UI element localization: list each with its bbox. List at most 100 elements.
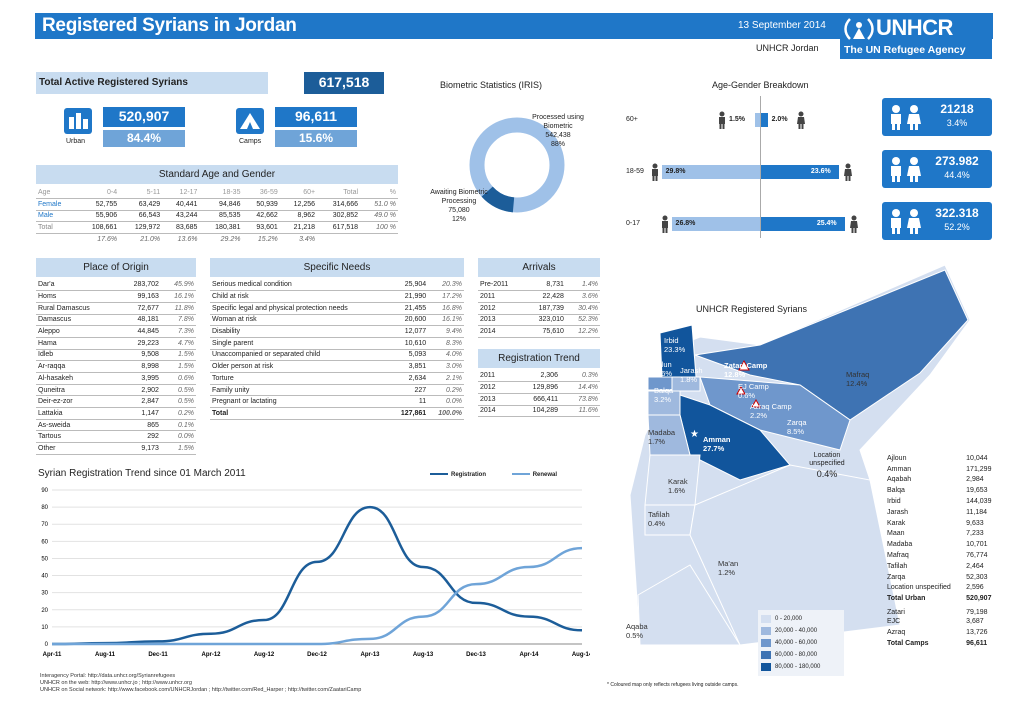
map-label-name: Zatari Camp xyxy=(724,361,768,370)
footer-social[interactable]: UNHCR on Social network: http://www.face… xyxy=(40,687,362,693)
table-row: Male 55,906 66,543 43,244 85,535 42,662 8,962 3… xyxy=(36,210,398,222)
map-label: Mafraq 12.4% xyxy=(846,370,869,388)
table-cell: 16.1% xyxy=(442,316,462,324)
legend-item: 20,000 - 40,000 xyxy=(761,625,841,637)
table-cell: 11,184 xyxy=(966,508,988,516)
footer-links: Interagency Portal: http://data.unhcr.or… xyxy=(40,673,361,694)
urban-label: Urban xyxy=(66,138,86,145)
table-cell: 227 xyxy=(414,386,427,394)
tent-icon xyxy=(236,108,264,134)
table-cell: 13,726 xyxy=(966,628,988,636)
table-cell: 2014 xyxy=(480,328,496,336)
y-tick-label: 40 xyxy=(41,574,48,580)
age-group-total-pct: 3.4% xyxy=(946,118,968,128)
unhcr-logo: UNHCR The UN Refugee Agency xyxy=(840,15,992,59)
female-pct: 2.0% xyxy=(771,116,788,123)
table-cell: 2012 xyxy=(480,304,496,312)
table-cell: 60+ xyxy=(303,189,316,196)
table-cell: 617,518 xyxy=(332,223,359,231)
table-cell: 2012 xyxy=(480,384,496,392)
male-pct: 1.5% xyxy=(729,116,746,123)
footer-web[interactable]: UNHCR on the web: http://www.unhcr.jo ; … xyxy=(40,680,192,686)
table-cell: 9,173 xyxy=(141,444,159,452)
female-pct: 23.6% xyxy=(810,168,831,175)
table-cell: Jarash xyxy=(887,508,909,516)
table-cell: EJC xyxy=(887,618,901,626)
table-cell: 1.5% xyxy=(178,444,194,452)
table-cell: Single parent xyxy=(212,339,254,347)
female-person-icon xyxy=(843,163,853,186)
male-bar xyxy=(755,113,760,127)
table-row: Al-hasakeh 3,995 0.6% xyxy=(36,373,196,385)
table-cell: 12-17 xyxy=(179,189,198,196)
origin-table: Dar'a 283,702 45.9% Homs 99,163 16.1% Rural Da… xyxy=(36,279,196,455)
legend-item: 40,000 - 60,000 xyxy=(761,637,841,649)
y-tick-label: 30 xyxy=(41,591,48,597)
table-cell: Irbid xyxy=(887,498,901,506)
footer-portal[interactable]: Interagency Portal: http://data.unhcr.or… xyxy=(40,673,176,679)
children-icon xyxy=(891,209,921,234)
table-cell: 14.4% xyxy=(578,384,598,392)
table-cell: Mafraq xyxy=(887,552,909,560)
table-header-row: Age 0-4 5-11 12-17 18-35 36-59 60+ Total% xyxy=(36,187,398,199)
table-row: Dar'a 283,702 45.9% xyxy=(36,279,196,291)
table-cell: 55,906 xyxy=(95,212,118,220)
needs-title: Specific Needs xyxy=(210,258,464,277)
table-row: Tartous 292 0.0% xyxy=(36,431,196,443)
table-cell: 1.5% xyxy=(178,363,194,371)
table-cell: 96,611 xyxy=(966,639,988,647)
table-cell: % xyxy=(389,189,396,196)
table-row: 2011 22,428 3.6% xyxy=(478,291,600,303)
x-tick-label: Apr-13 xyxy=(360,652,380,658)
table-cell: Deir-ez-zor xyxy=(38,398,73,406)
table-cell: 85,535 xyxy=(219,212,241,220)
table-row: Tafilah 2,464 xyxy=(886,561,998,572)
page-title: Registered Syrians in Jordan xyxy=(42,15,297,36)
table-row: 2013 323,010 52.3% xyxy=(478,314,600,326)
table-cell: 20.3% xyxy=(442,281,462,289)
table-cell: 292 xyxy=(147,433,159,441)
table-cell: 302,852 xyxy=(332,212,359,220)
table-cell: 11.6% xyxy=(578,407,598,415)
table-cell: 2,847 xyxy=(141,398,159,406)
arrivals-title: Arrivals xyxy=(478,258,600,277)
table-cell: 83,685 xyxy=(176,223,198,231)
table-cell: Woman at risk xyxy=(212,316,257,324)
table-row: Specific legal and physical protection n… xyxy=(210,302,464,315)
agegender-chart-title: Age-Gender Breakdown xyxy=(712,80,809,90)
table-cell: 42,662 xyxy=(256,212,278,220)
table-cell: 17.6% xyxy=(97,235,118,243)
age-group-total-pct: 44.4% xyxy=(944,170,970,180)
table-cell: 79,198 xyxy=(966,609,988,617)
map-label-name: Irbid xyxy=(664,336,679,345)
table-cell: Karak xyxy=(887,519,906,527)
region-mafraq xyxy=(694,269,969,421)
table-cell: Ajloun xyxy=(887,454,907,462)
series-line-registration xyxy=(51,505,583,646)
table-cell: Specific legal and physical protection n… xyxy=(212,304,348,312)
table-cell: 12,077 xyxy=(404,328,427,336)
table-row: As-sweida 865 0.1% xyxy=(36,419,196,431)
table-cell: 45.9% xyxy=(174,281,194,289)
unspec-label: Location unspecified xyxy=(809,452,845,467)
table-cell: 10,701 xyxy=(966,541,988,549)
table-cell: Damascus xyxy=(38,316,72,324)
x-tick-label: Aug-14 xyxy=(572,652,590,658)
table-cell: 4.7% xyxy=(178,339,194,347)
table-cell: 52.3% xyxy=(578,316,598,324)
table-cell: 0.0% xyxy=(446,398,462,406)
legend-swatch xyxy=(761,627,771,635)
table-cell: 7,233 xyxy=(966,530,984,538)
table-row: Irbid 144,039 xyxy=(886,496,998,507)
map-label-name: Ajlun xyxy=(655,360,672,369)
map-label: Amman 27.7% xyxy=(703,435,731,453)
table-row: Total Camps 96,611 xyxy=(886,638,998,649)
table-cell: Torture xyxy=(212,374,234,382)
table-cell: 29.2% xyxy=(220,235,241,243)
legend-item: 0 - 20,000 xyxy=(761,613,841,625)
table-cell: Disability xyxy=(212,328,241,336)
female-person-icon xyxy=(849,215,859,238)
table-cell: Quneitra xyxy=(38,386,65,394)
table-cell: As-sweida xyxy=(38,421,71,429)
table-cell: Child at risk xyxy=(212,293,249,301)
